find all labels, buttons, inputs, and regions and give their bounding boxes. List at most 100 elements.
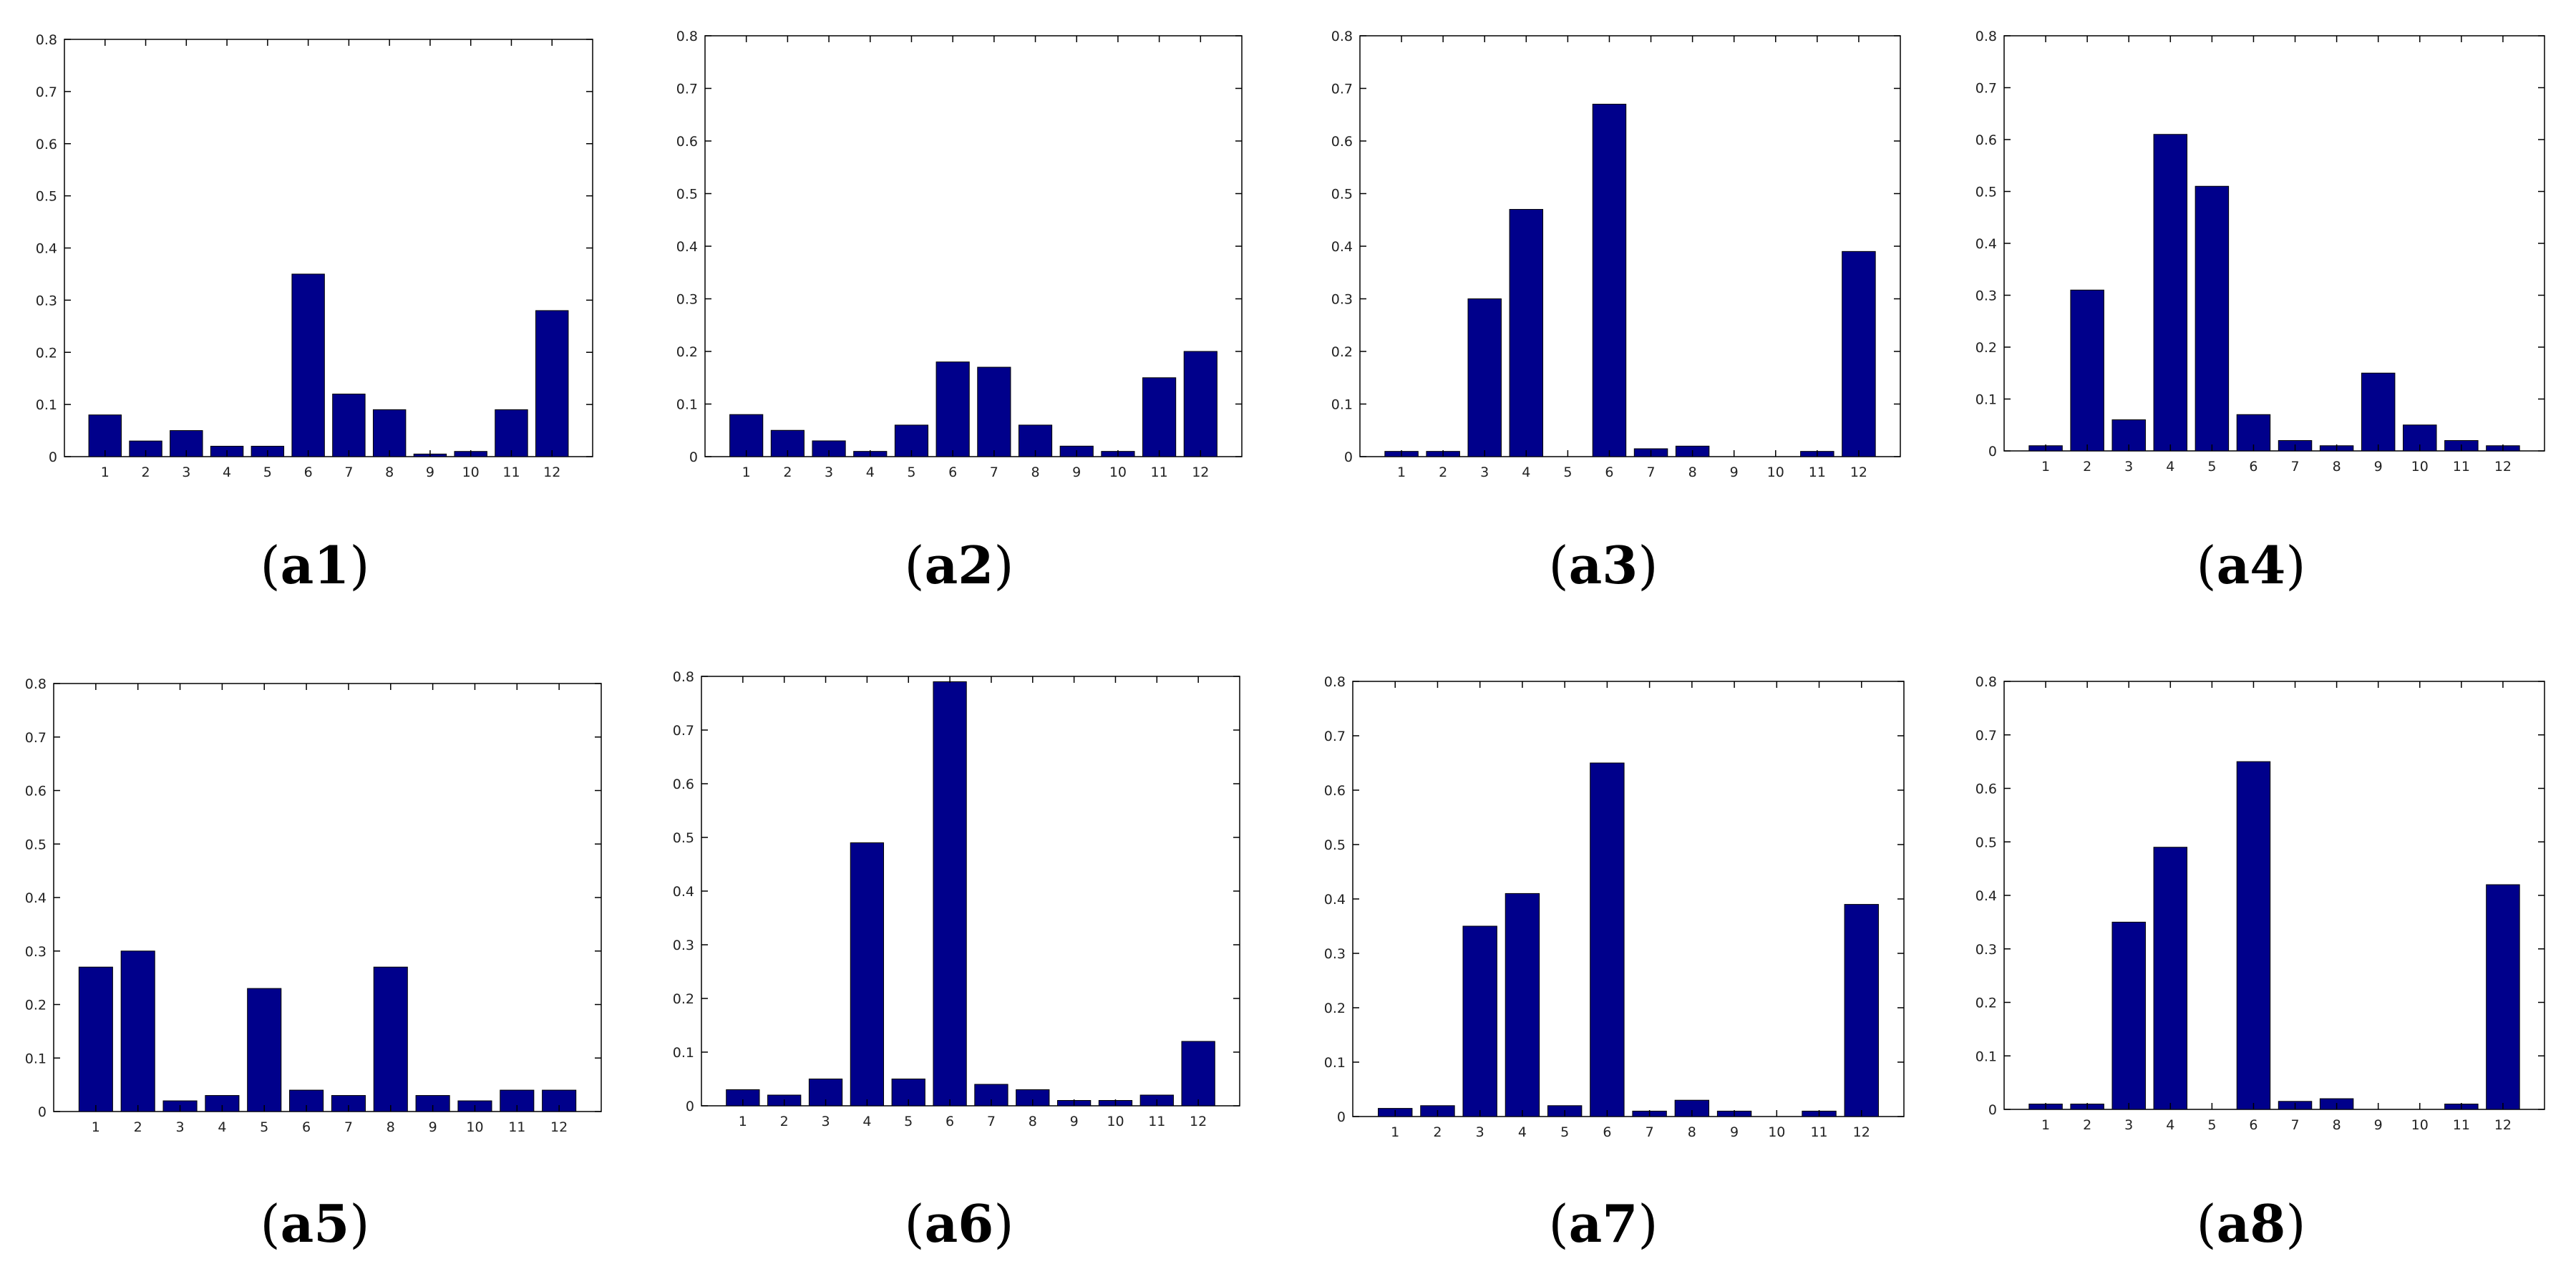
x-tick-label-a8-11: 11 (2453, 1117, 2470, 1133)
x-tick-label-a5-8: 8 (387, 1119, 395, 1135)
x-tick-label-a8-2: 2 (2083, 1117, 2091, 1133)
y-tick-label-a7-1: 0.1 (1324, 1055, 1346, 1071)
x-tick-label-a8-10: 10 (2411, 1117, 2429, 1133)
y-tick-label-a3-2: 0.2 (1331, 344, 1353, 360)
x-tick-label-a5-9: 9 (429, 1119, 437, 1135)
bar-a7-3 (1462, 925, 1497, 1117)
panel-label-a2: a2 (925, 535, 994, 595)
x-tick-label-a3-5: 5 (1563, 465, 1572, 480)
x-tick-label-a5-6: 6 (302, 1119, 311, 1135)
x-tick-label-a7-6: 6 (1603, 1124, 1611, 1140)
y-tick-label-a6-0: 0 (686, 1099, 694, 1114)
x-tick-label-a5-4: 4 (218, 1119, 226, 1135)
x-tick-label-a2-2: 2 (783, 465, 792, 480)
bar-a3-3 (1467, 298, 1502, 457)
x-tick-label-a6-4: 4 (862, 1114, 871, 1129)
x-tick-label-a2-9: 9 (1072, 465, 1081, 480)
y-tick-label-a8-8: 0.8 (1975, 674, 1997, 690)
bar-a2-7 (977, 366, 1011, 457)
plot-area-a7 (1352, 681, 1905, 1117)
y-tick-label-a2-1: 0.1 (676, 397, 698, 413)
x-tick-label-a3-3: 3 (1480, 465, 1489, 480)
y-tick-label-a3-0: 0 (1344, 449, 1353, 465)
bar-a7-4 (1505, 893, 1540, 1117)
x-tick-label-a1-7: 7 (344, 465, 353, 480)
x-tick-label-a1-11: 11 (502, 465, 520, 480)
y-tick-label-a8-2: 0.2 (1975, 996, 1997, 1011)
y-tick-label-a1-6: 0.6 (36, 137, 57, 152)
panel-label-a6: a6 (925, 1193, 994, 1254)
x-tick-label-a7-5: 5 (1560, 1124, 1569, 1140)
y-tick-label-a2-8: 0.8 (676, 29, 698, 44)
y-tick-label-a2-2: 0.2 (676, 344, 698, 360)
x-tick-label-a6-7: 7 (987, 1114, 996, 1129)
y-tick-label-a5-4: 0.4 (25, 890, 47, 906)
bar-a4-2 (2070, 289, 2104, 452)
y-tick-label-a1-5: 0.5 (36, 189, 57, 205)
bar-a1-12 (535, 310, 569, 457)
y-tick-label-a5-8: 0.8 (25, 676, 47, 692)
bar-a6-3 (808, 1079, 843, 1107)
x-tick-label-a8-4: 4 (2166, 1117, 2174, 1133)
x-tick-label-a5-11: 11 (508, 1119, 525, 1135)
x-tick-label-a5-3: 3 (175, 1119, 184, 1135)
x-tick-label-a1-10: 10 (462, 465, 480, 480)
x-tick-label-a2-1: 1 (742, 465, 751, 480)
x-tick-label-a7-4: 4 (1518, 1124, 1527, 1140)
y-tick-label-a5-6: 0.6 (25, 784, 47, 799)
y-tick-label-a7-6: 0.6 (1324, 783, 1346, 799)
panel-label-a3: a3 (1569, 535, 1638, 595)
x-tick-label-a4-6: 6 (2249, 459, 2257, 475)
bar-a1-8 (372, 409, 407, 457)
y-tick-label-a6-7: 0.7 (673, 723, 694, 739)
y-tick-label-a4-4: 0.4 (1975, 236, 1997, 252)
x-tick-label-a2-6: 6 (948, 465, 957, 480)
panel-label-a5: a5 (281, 1193, 350, 1254)
x-tick-label-a1-9: 9 (426, 465, 434, 480)
x-tick-label-a4-9: 9 (2374, 459, 2383, 475)
x-tick-label-a4-7: 7 (2290, 459, 2299, 475)
y-tick-label-a4-8: 0.8 (1975, 29, 1997, 44)
bar-a7-6 (1590, 762, 1625, 1117)
bar-a8-3 (2111, 921, 2146, 1110)
x-tick-label-a6-3: 3 (821, 1114, 830, 1129)
bar-a3-6 (1592, 104, 1627, 457)
x-tick-label-a5-10: 10 (466, 1119, 483, 1135)
y-tick-label-a6-3: 0.3 (673, 938, 694, 953)
x-tick-label-a4-5: 5 (2207, 459, 2216, 475)
y-tick-label-a2-7: 0.7 (676, 82, 698, 97)
bar-a3-4 (1509, 209, 1544, 457)
x-tick-label-a2-12: 12 (1192, 465, 1209, 480)
y-tick-label-a3-4: 0.4 (1331, 239, 1353, 255)
x-tick-label-a1-1: 1 (101, 465, 110, 480)
y-tick-label-a3-3: 0.3 (1331, 292, 1353, 308)
chart-panel-a8: 00.10.20.30.40.50.60.70.81 2 3 4 5 6 7 8 9 10 11 12… (1975, 674, 2545, 1254)
x-tick-label-a2-7: 7 (990, 465, 998, 480)
x-tick-label-a1-8: 8 (385, 465, 394, 480)
y-tick-label-a3-7: 0.7 (1331, 82, 1353, 97)
x-tick-label-a5-1: 1 (92, 1119, 100, 1135)
bar-a5-8 (373, 966, 408, 1112)
y-tick-label-a4-2: 0.2 (1975, 340, 1997, 356)
x-tick-label-a4-3: 3 (2124, 459, 2133, 475)
y-tick-label-a6-4: 0.4 (673, 884, 694, 900)
x-tick-label-a6-8: 8 (1029, 1114, 1037, 1129)
panel-caption-a7: (a7) (1549, 1193, 1658, 1254)
y-tick-label-a5-2: 0.2 (25, 998, 47, 1013)
panel-caption-a3: (a3) (1549, 535, 1658, 595)
x-tick-label-a5-12: 12 (550, 1119, 568, 1135)
panel-caption-a8: (a8) (2197, 1193, 2306, 1254)
chart-panel-a1: 00.10.20.30.40.50.60.70.81 2 3 4 5 6 7 8 9 10 11 12… (36, 32, 593, 595)
bar-a5-1 (78, 966, 113, 1112)
y-tick-label-a7-2: 0.2 (1324, 1001, 1346, 1016)
bar-a4-9 (2361, 372, 2396, 452)
x-tick-label-a2-5: 5 (907, 465, 915, 480)
x-tick-label-a4-8: 8 (2333, 459, 2341, 475)
y-tick-label-a5-1: 0.1 (25, 1051, 47, 1066)
y-tick-label-a7-0: 0 (1337, 1109, 1346, 1125)
bar-a5-2 (120, 950, 155, 1112)
x-tick-label-a3-11: 11 (1809, 465, 1826, 480)
panel-label-a1: a1 (281, 535, 350, 595)
bar-a1-1 (88, 414, 122, 457)
